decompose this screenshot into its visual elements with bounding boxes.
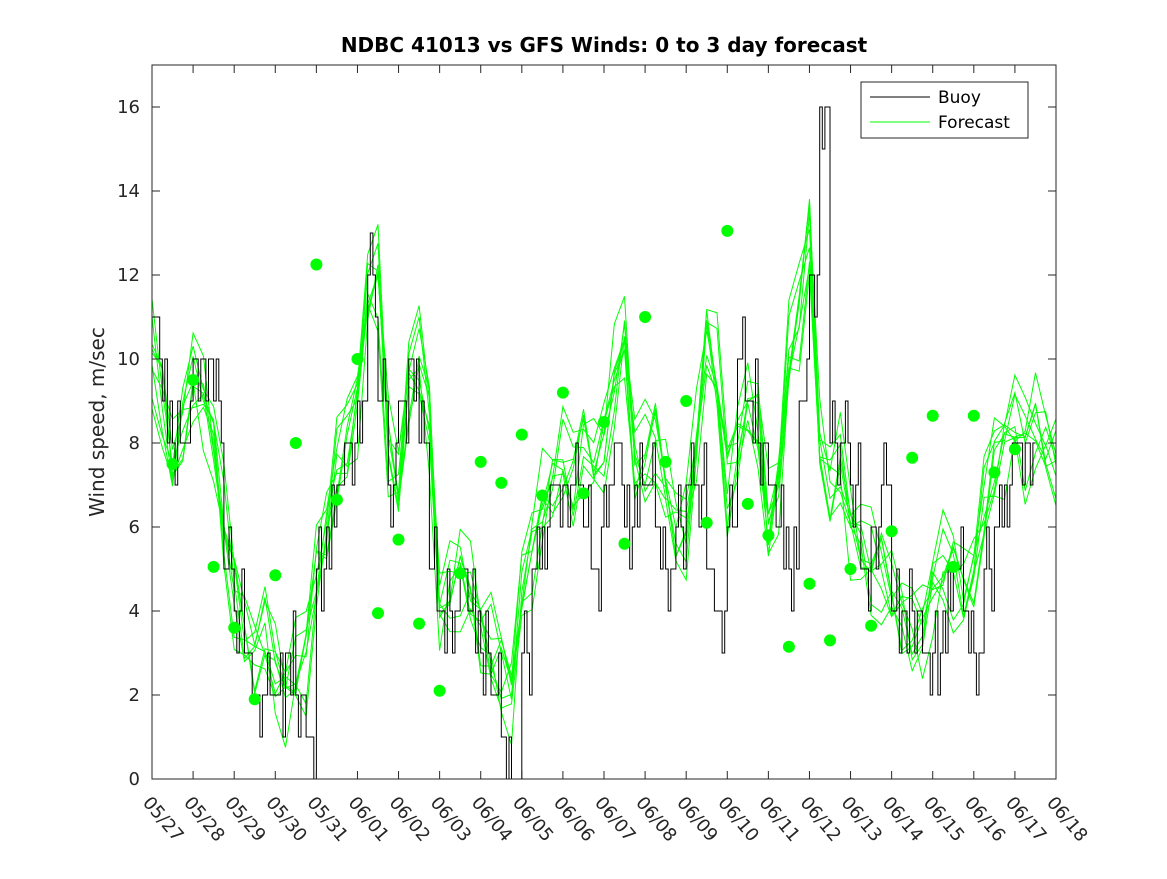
forecast-marker — [310, 258, 323, 271]
forecast-marker — [556, 386, 569, 399]
y-axis-label: Wind speed, m/sec — [85, 327, 109, 517]
x-tick-label: 06/08 — [631, 793, 680, 846]
legend: Buoy Forecast — [860, 81, 1029, 139]
forecast-marker — [454, 567, 467, 580]
forecast-marker — [351, 353, 364, 365]
x-tick-label: 06/07 — [590, 793, 639, 846]
forecast-marker — [577, 487, 590, 500]
legend-box — [860, 81, 1029, 139]
x-tick-label: 06/02 — [385, 793, 434, 846]
y-tick-label: 12 — [117, 265, 140, 286]
forecast-marker — [372, 607, 384, 620]
forecast-marker — [166, 458, 179, 470]
legend-forecast-label: Forecast — [938, 113, 1010, 133]
y-tick-label: 0 — [129, 769, 140, 790]
forecast-line-6 — [151, 204, 1057, 699]
forecast-marker — [1008, 443, 1021, 456]
forecast-marker — [762, 529, 775, 542]
forecast-marker — [289, 437, 302, 449]
forecast-marker — [865, 619, 878, 632]
forecast-marker — [330, 493, 343, 506]
y-tick-label: 8 — [129, 433, 140, 454]
x-tick-label: 06/01 — [344, 793, 393, 846]
x-tick-label: 06/13 — [837, 793, 886, 846]
forecast-marker — [269, 569, 282, 582]
x-tick-label: 06/12 — [796, 793, 845, 846]
chart-title: NDBC 41013 vs GFS Winds: 0 to 3 day fore… — [341, 33, 868, 57]
forecast-marker — [988, 466, 1001, 479]
forecast-marker — [803, 577, 816, 590]
x-tick-label: 06/09 — [672, 793, 721, 846]
forecast-marker — [700, 516, 713, 529]
x-tick-label: 05/27 — [138, 793, 187, 846]
x-tick-label: 06/04 — [467, 793, 516, 846]
legend-buoy-label: Buoy — [938, 88, 981, 108]
x-tick-label: 06/03 — [426, 793, 475, 846]
forecast-marker — [906, 451, 919, 464]
x-tick-label: 06/11 — [755, 793, 804, 846]
forecast-marker — [598, 416, 610, 428]
forecast-marker — [413, 617, 426, 630]
forecast-marker — [536, 489, 549, 502]
forecast-marker — [228, 621, 241, 634]
forecast-marker — [618, 537, 631, 550]
forecast-marker — [721, 224, 734, 237]
x-tick-label: 05/31 — [303, 793, 352, 846]
forecast-marker — [659, 455, 672, 468]
y-tick-label: 10 — [117, 349, 140, 370]
forecast-marker — [639, 311, 652, 323]
x-tick-label: 06/05 — [508, 793, 557, 846]
x-tick-label: 06/18 — [1042, 793, 1091, 846]
forecast-marker — [885, 525, 898, 538]
y-tick-label: 14 — [117, 181, 140, 202]
x-tick-label: 05/30 — [261, 793, 310, 846]
x-tick-label: 06/17 — [1001, 793, 1050, 846]
forecast-marker — [433, 684, 446, 697]
forecast-line-2 — [151, 261, 1057, 706]
x-tick-label: 05/29 — [220, 793, 269, 846]
series-layer — [151, 106, 1057, 780]
forecast-line-7 — [151, 224, 1057, 681]
forecast-marker — [392, 533, 405, 546]
forecast-marker — [782, 640, 795, 653]
forecast-marker — [248, 693, 261, 706]
y-tick-label: 6 — [129, 517, 140, 538]
forecast-marker — [474, 455, 487, 468]
forecast-marker — [947, 560, 960, 573]
forecast-marker — [844, 563, 857, 575]
forecast-marker — [824, 634, 836, 647]
forecast-marker — [680, 395, 693, 407]
x-tick-label: 06/15 — [919, 793, 968, 846]
forecast-marker — [495, 476, 508, 489]
buoy-line — [152, 106, 1036, 780]
x-tick-label: 06/10 — [713, 793, 762, 846]
forecast-marker — [926, 409, 939, 422]
forecast-marker — [741, 497, 754, 510]
y-tick-label: 16 — [117, 97, 140, 118]
forecast-marker — [207, 560, 220, 573]
forecast-marker — [967, 409, 980, 422]
y-tick-label: 2 — [129, 685, 140, 706]
y-tick-label: 4 — [129, 601, 140, 622]
x-tick-label: 06/06 — [549, 793, 598, 846]
x-tick-label: 06/16 — [960, 793, 1009, 846]
forecast-marker — [515, 428, 528, 441]
x-tick-label: 06/14 — [878, 793, 927, 846]
forecast-marker — [187, 374, 200, 386]
x-tick-label: 05/28 — [179, 793, 228, 846]
